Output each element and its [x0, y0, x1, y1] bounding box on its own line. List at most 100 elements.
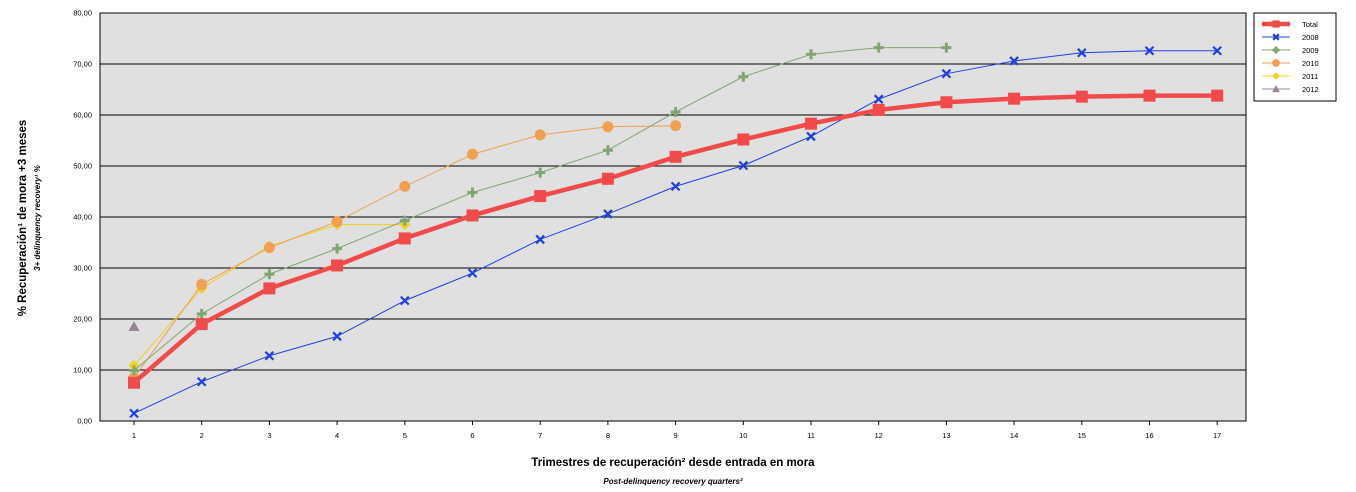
x-axis-title: Trimestres de recuperación² desde entrad… [531, 457, 815, 469]
data-point [332, 243, 343, 254]
data-point [1077, 48, 1087, 58]
y-tick-label: 60,00 [73, 111, 92, 120]
data-point [535, 234, 545, 245]
data-point [1008, 92, 1021, 105]
legend-item-total: Total [1262, 20, 1318, 29]
y-tick-label: 0,00 [77, 417, 92, 426]
data-point [1272, 85, 1280, 93]
series-layer [128, 42, 1224, 419]
data-point [669, 150, 682, 163]
data-point [399, 180, 411, 192]
data-point [332, 331, 342, 342]
legend-box [1253, 12, 1337, 102]
data-point [738, 160, 749, 171]
x-tick-label: 6 [470, 431, 474, 440]
legend-label: 2010 [1302, 59, 1319, 68]
data-point [264, 269, 275, 280]
y-axis-ticks: 0,00 10,00 20,00 30,00 40,00 50,00 60,00 70,00 8… [73, 9, 92, 426]
y-tick-label: 20,00 [73, 315, 92, 324]
y-tick-label: 10,00 [73, 366, 92, 375]
legend-label: 2008 [1302, 33, 1319, 42]
data-point [195, 318, 208, 331]
data-point [1212, 45, 1222, 56]
x-tick-label: 4 [335, 431, 339, 440]
data-point [603, 209, 613, 219]
data-point [331, 259, 344, 272]
series-2009 [129, 42, 952, 376]
data-point [1143, 89, 1156, 102]
data-point [670, 181, 681, 192]
data-point [806, 131, 816, 142]
series-total [128, 89, 1224, 389]
data-point [1075, 90, 1088, 103]
x-axis-subtitle: Post-delinquency recovery quarters² [603, 477, 742, 486]
x-tick-label: 9 [674, 431, 678, 440]
data-point [467, 148, 478, 160]
x-tick-label: 11 [807, 431, 815, 440]
data-point [534, 190, 547, 203]
data-point [602, 145, 613, 156]
data-point [1211, 89, 1224, 102]
x-axis-ticks: 1 2 3 4 5 6 7 8 9 10 11 12 13 14 15 16 17 [132, 421, 1221, 440]
data-point [466, 209, 479, 222]
data-point [467, 187, 478, 198]
data-point [534, 129, 546, 141]
data-point [805, 117, 817, 130]
data-point [398, 232, 411, 245]
legend-label: Total [1302, 20, 1318, 29]
legend: Total 2008 2009 2010 2011 2012 [1253, 12, 1337, 102]
legend-item-2009: 2009 [1262, 46, 1319, 55]
x-tick-label: 1 [132, 431, 136, 440]
data-point [941, 42, 952, 53]
y-tick-label: 50,00 [73, 162, 92, 171]
data-point [873, 94, 884, 104]
data-point [738, 71, 749, 82]
x-tick-label: 15 [1078, 431, 1086, 440]
x-tick-label: 12 [875, 431, 883, 440]
x-tick-label: 10 [739, 431, 747, 440]
data-point [737, 133, 750, 146]
data-point [873, 42, 884, 53]
data-point [670, 120, 682, 132]
y-axis-title: % Recuperación¹ de mora +3 meses [17, 120, 29, 317]
data-point [129, 408, 139, 419]
data-point [1272, 46, 1280, 54]
x-tick-label: 14 [1010, 431, 1018, 440]
x-tick-label: 13 [942, 431, 950, 440]
data-point [128, 321, 140, 332]
data-point [872, 103, 885, 116]
legend-item-2010: 2010 [1262, 59, 1319, 68]
data-point [263, 242, 275, 254]
legend-item-2012: 2012 [1262, 85, 1319, 94]
x-tick-label: 17 [1213, 431, 1221, 440]
x-tick-label: 16 [1145, 431, 1153, 440]
data-point [129, 365, 139, 376]
y-tick-label: 40,00 [73, 213, 92, 222]
legend-label: 2011 [1302, 72, 1318, 81]
y-tick-label: 80,00 [73, 9, 92, 18]
legend-label: 2012 [1302, 85, 1319, 94]
data-point [535, 167, 546, 178]
data-point [400, 295, 410, 306]
data-point [1144, 45, 1155, 56]
data-point [1009, 56, 1019, 66]
data-point [1272, 33, 1280, 41]
x-tick-label: 3 [267, 431, 271, 440]
y-axis-subtitle: 3+ delinquency recovery¹ % [33, 165, 42, 271]
series-2012 [128, 321, 140, 332]
x-tick-label: 8 [606, 431, 610, 440]
y-tick-label: 30,00 [73, 264, 92, 273]
x-tick-label: 5 [403, 431, 407, 440]
x-tick-label: 7 [538, 431, 542, 440]
legend-entries: Total 2008 2009 2010 2011 2012 [1262, 20, 1319, 94]
data-point [263, 282, 276, 295]
gridlines [100, 63, 1246, 371]
data-point [602, 121, 614, 133]
data-point [941, 68, 952, 79]
data-point [128, 376, 140, 389]
data-point [196, 308, 207, 319]
data-point [1272, 59, 1280, 67]
data-point [940, 96, 953, 109]
data-point [196, 278, 208, 290]
